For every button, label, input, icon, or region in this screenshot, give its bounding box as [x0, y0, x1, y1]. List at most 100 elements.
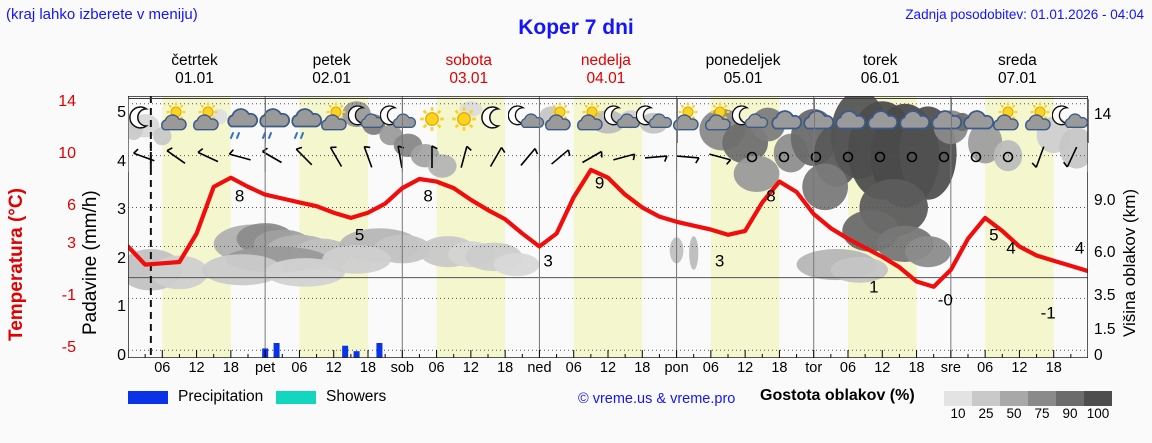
- cloud-density-value: 75: [1034, 406, 1050, 421]
- day-date: 01.01: [175, 70, 214, 87]
- time-tick-12: 12: [325, 360, 342, 376]
- cloud-density-swatch: [1084, 391, 1112, 406]
- cloud-density-value: 50: [1006, 406, 1022, 421]
- page-title: Koper 7 dni: [518, 16, 634, 39]
- temperature-tick: -1: [61, 287, 76, 305]
- time-tick-06: 06: [428, 360, 445, 376]
- weather-icon-cloud: [956, 101, 996, 141]
- last-update-label: Zadnja posodobitev: 01.01.2026 - 04:04: [905, 7, 1144, 22]
- weather-icon-sun-cloud: [316, 101, 356, 141]
- day-header-petek: petek 02.01: [263, 52, 400, 88]
- icon-row-separator: [539, 99, 541, 143]
- day-date: 05.01: [723, 70, 763, 87]
- weather-icon-sun-cloud: [540, 101, 580, 141]
- weather-icon-moon-cloud: [379, 101, 420, 141]
- location-menu-note: (kraj lahko izberete v meniju): [6, 6, 198, 23]
- day-name: četrtek: [171, 52, 218, 69]
- day-name: petek: [312, 52, 351, 69]
- day-name: sobota: [445, 52, 493, 69]
- day-header-torek: torek 06.01: [812, 52, 949, 88]
- time-tick-12: 12: [737, 360, 754, 376]
- temperature-tick: 14: [58, 92, 76, 110]
- time-tick-18: 18: [222, 360, 239, 376]
- weather-icon-sun-cloud: [156, 101, 196, 141]
- svg-text:1: 1: [869, 277, 878, 296]
- showers-legend-swatch: [276, 391, 316, 404]
- cloud-density-swatch: [944, 391, 972, 406]
- svg-text:4: 4: [1075, 238, 1084, 257]
- day-date: 03.01: [449, 70, 489, 87]
- cloud-density-swatch: [1000, 391, 1028, 406]
- day-name: ponedeljek: [705, 52, 781, 69]
- weather-icon-sun-cloud: [1020, 101, 1060, 141]
- time-tick-06: 06: [702, 360, 719, 376]
- weather-icon-cloud: [828, 101, 868, 141]
- day-date: 06.01: [860, 70, 900, 87]
- weather-icon-moon-cloud: [603, 101, 644, 141]
- time-tick-18: 18: [359, 360, 377, 376]
- time-tick-12: 12: [599, 360, 617, 376]
- icon-row-separator: [950, 99, 952, 143]
- time-tick-06: 06: [977, 360, 994, 376]
- icon-row-separator: [128, 99, 129, 143]
- copyright-label: © vreme.us & vreme.pro: [578, 391, 736, 407]
- time-tick-12: 12: [462, 360, 479, 376]
- weather-icon-moon-cloud: [1051, 101, 1092, 141]
- icon-row-separator: [676, 99, 678, 143]
- time-tick-tor: tor: [805, 360, 823, 376]
- svg-text:4: 4: [1006, 238, 1015, 257]
- icon-row-separator: [402, 99, 404, 143]
- cloud-height-tick: 0: [1094, 347, 1103, 364]
- cloud-density-value: 90: [1062, 406, 1078, 421]
- day-header-četrtek: četrtek 01.01: [126, 52, 263, 88]
- day-date: 02.01: [312, 70, 352, 87]
- weather-icon-sun-cloud: [668, 101, 708, 141]
- weather-icon-sun-cloud: [572, 101, 612, 141]
- time-tick-18: 18: [771, 360, 788, 376]
- icon-row-separator: [813, 99, 815, 143]
- cloud-density-swatch: [972, 391, 1000, 406]
- temperature-axis-title: Temperatura (°C): [6, 188, 27, 342]
- time-tick-ned: ned: [527, 360, 552, 376]
- precipitation-legend-swatch: [128, 391, 168, 404]
- day-name: torek: [862, 52, 898, 69]
- time-tick-18: 18: [497, 360, 514, 376]
- temperature-tick: 3: [67, 235, 76, 253]
- weather-icon-moon-clear: [476, 101, 516, 141]
- precipitation-tick: 4: [117, 152, 126, 170]
- weather-icon-cloud: [860, 101, 900, 141]
- precipitation-tick: 1: [117, 298, 126, 316]
- weather-icon-cloud: [796, 101, 836, 141]
- time-tick-18: 18: [908, 360, 925, 376]
- weather-icon-cloud: [892, 101, 932, 141]
- precipitation-tick: 3: [117, 201, 126, 219]
- weather-icon-cloud-rain: [284, 101, 324, 141]
- cloud-height-tick: 1.5: [1094, 321, 1116, 339]
- svg-text:8: 8: [766, 187, 775, 206]
- time-tick-06: 06: [291, 360, 308, 376]
- weather-icon-moon-cloud: [507, 101, 548, 141]
- time-tick-12: 12: [188, 360, 205, 376]
- icon-row-separator: [1088, 99, 1089, 143]
- day-header-sobota: sobota 03.01: [400, 52, 537, 88]
- day-header-ponedeljek: ponedeljek 05.01: [675, 52, 812, 88]
- cloud-height-tick: 14: [1094, 105, 1112, 123]
- icon-row-separator: [265, 99, 267, 143]
- time-tick-18: 18: [634, 360, 651, 376]
- showers-legend-label: Showers: [326, 388, 387, 405]
- temperature-tick: 10: [58, 144, 76, 162]
- time-tick-06: 06: [565, 360, 582, 376]
- cloud-height-tick: 3.5: [1094, 286, 1116, 304]
- weather-icon-cloud: [924, 101, 964, 141]
- cloud-height-tick: 9.0: [1094, 191, 1116, 209]
- precipitation-tick: 0: [117, 347, 126, 364]
- temperature-tick: -5: [61, 339, 76, 357]
- weather-icon-moon-cloud: [731, 101, 772, 141]
- day-name: nedelja: [580, 52, 631, 69]
- weather-icon-moon-clear: [124, 101, 164, 141]
- precipitation-tick: 2: [117, 249, 126, 267]
- svg-text:3: 3: [543, 251, 552, 270]
- day-date: 04.01: [586, 70, 626, 87]
- weather-icon-cloud: [764, 101, 804, 141]
- weather-icon-sun-cloud: [700, 101, 740, 141]
